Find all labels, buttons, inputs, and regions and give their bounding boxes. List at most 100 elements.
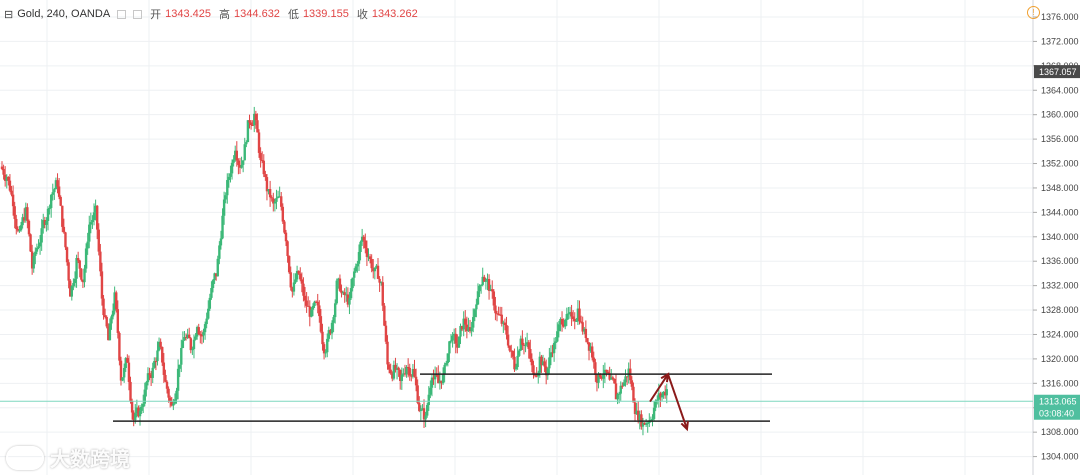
candle-body — [143, 389, 146, 404]
candle-body — [7, 176, 10, 181]
settings-square-icon[interactable] — [117, 9, 127, 19]
candle-body — [30, 251, 34, 269]
candle-body — [446, 353, 450, 364]
candle-body — [186, 334, 189, 338]
candle-body — [289, 272, 292, 288]
candle-body — [232, 159, 235, 163]
candle-body — [508, 345, 511, 351]
candle-body — [134, 413, 137, 421]
candle-body — [573, 319, 576, 322]
candle-body — [300, 279, 304, 284]
alert-clock-icon[interactable]: ! — [1027, 6, 1040, 19]
candle-body — [451, 335, 454, 341]
candle-body — [384, 325, 388, 342]
candle-body — [188, 334, 191, 339]
candle-body — [11, 194, 15, 207]
candle-body — [483, 276, 486, 282]
candle-body — [283, 221, 286, 233]
candle-body — [419, 410, 423, 412]
candle-body — [18, 230, 21, 232]
candle-body — [54, 180, 58, 190]
candle-body — [238, 164, 242, 168]
candle-body — [660, 395, 664, 398]
candle-body — [195, 327, 199, 337]
candle-body — [438, 380, 442, 384]
candle-body — [243, 144, 246, 161]
candle-body — [392, 364, 396, 379]
candle-body — [554, 341, 557, 343]
settings-square-icon-2[interactable] — [133, 9, 143, 19]
candle-body — [548, 357, 551, 369]
candle-body — [194, 336, 197, 340]
forecast-arrow-1 — [649, 373, 669, 403]
candle-body — [314, 301, 318, 303]
candle-body — [610, 377, 613, 380]
candle-body — [156, 350, 159, 362]
candle-body — [659, 393, 662, 398]
candle-body — [656, 399, 659, 401]
candle-body — [145, 382, 148, 390]
candle-body — [51, 192, 54, 195]
candle-body — [249, 122, 253, 126]
candle-body — [281, 206, 285, 222]
candle-body — [616, 394, 619, 400]
candle-body — [422, 408, 426, 420]
candle-body — [326, 338, 329, 353]
candle-body — [568, 312, 572, 314]
candle-body — [491, 289, 494, 292]
candle-body — [292, 282, 296, 292]
candle-body — [146, 373, 150, 383]
candle-body — [84, 248, 88, 269]
candle-body — [506, 334, 510, 346]
candle-body — [538, 356, 542, 373]
candle-body — [516, 355, 519, 368]
candle-body — [70, 286, 74, 297]
high-value: 1344.632 — [234, 8, 280, 20]
candle-body — [214, 273, 218, 277]
candle-body — [88, 224, 91, 242]
candle-body — [432, 377, 435, 380]
candle-body — [272, 198, 275, 204]
candle-body — [502, 322, 505, 324]
price-axis-label: 1316.000 — [1041, 378, 1079, 388]
candle-body — [81, 279, 85, 283]
candle-body — [280, 196, 283, 207]
candle-body — [157, 341, 161, 351]
minus-square-icon[interactable]: ⊟ — [4, 8, 14, 21]
candle-body — [567, 313, 570, 315]
candle-body — [83, 268, 86, 283]
candle-body — [103, 315, 107, 318]
candle-body — [332, 317, 335, 323]
candle-body — [535, 375, 538, 377]
candle-body — [27, 220, 31, 235]
candle-body — [65, 247, 69, 263]
candle-body — [662, 391, 665, 396]
candle-body — [603, 369, 607, 375]
candle-body — [468, 327, 472, 332]
candle-body — [364, 240, 367, 249]
candle-body — [124, 358, 127, 368]
candle-body — [95, 205, 99, 230]
candle-body — [560, 318, 564, 325]
candle-body — [176, 368, 180, 391]
candle-body — [530, 358, 534, 366]
candle-body — [202, 332, 205, 336]
candle-body — [368, 256, 372, 260]
symbol-legend: ⊟ Gold, 240, OANDA 开 1343.425 高 1344.632… — [4, 6, 418, 22]
candle-body — [92, 212, 96, 220]
candle-body — [403, 373, 407, 375]
candle-body — [624, 376, 627, 383]
candle-body — [260, 160, 264, 162]
candle-body — [495, 313, 499, 315]
candle-body — [119, 360, 123, 381]
candle-body — [644, 423, 648, 425]
candle-body — [32, 255, 35, 269]
candle-body — [318, 305, 321, 317]
watermark: 大数跨境 — [6, 443, 130, 472]
candle-body — [346, 294, 350, 305]
candle-body — [549, 352, 553, 358]
candle-body — [324, 352, 327, 354]
watermark-text: 大数跨境 — [50, 449, 130, 471]
candle-body — [273, 201, 277, 204]
